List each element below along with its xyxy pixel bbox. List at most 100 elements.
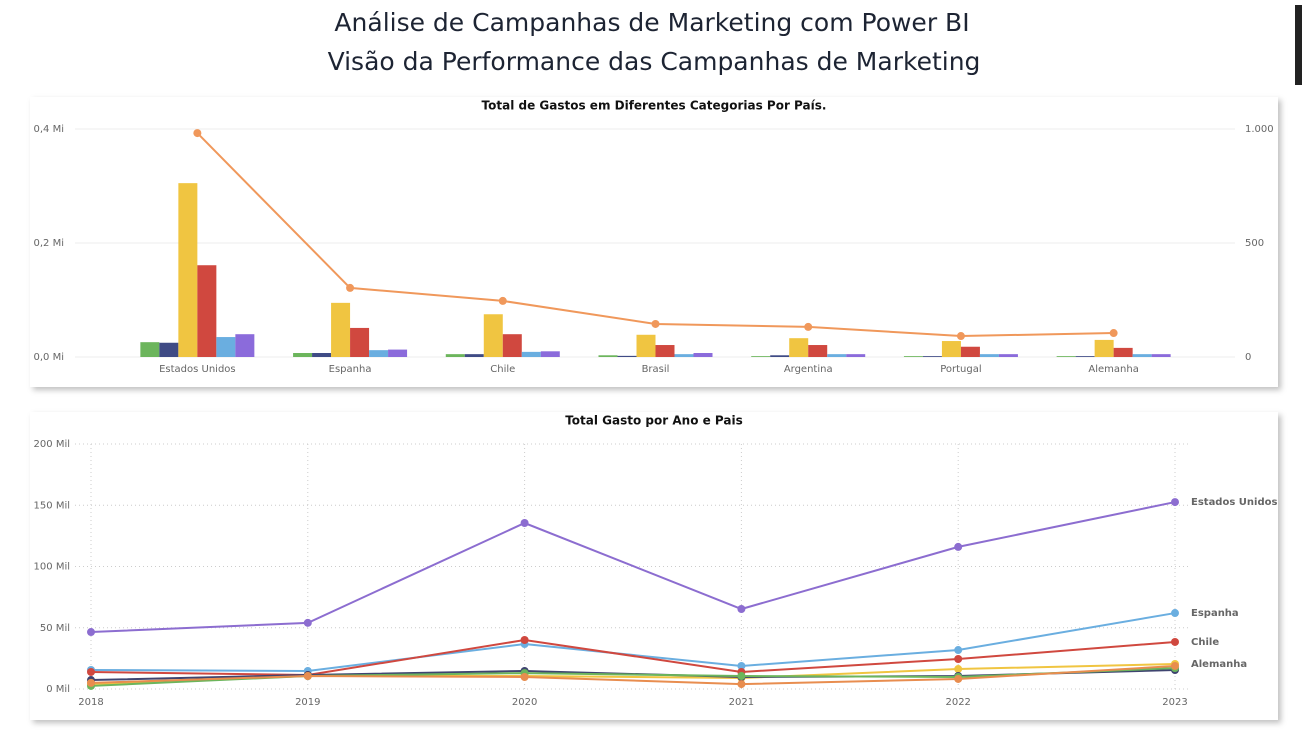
point xyxy=(1171,609,1179,618)
point xyxy=(954,654,963,663)
bar xyxy=(197,265,217,357)
x-tick-label: 2019 xyxy=(295,697,320,708)
bar xyxy=(331,302,351,357)
bar xyxy=(464,354,484,357)
x-tick-label: Estados Unidos xyxy=(159,364,236,375)
bar xyxy=(312,353,332,357)
point xyxy=(737,605,746,614)
bar xyxy=(808,345,828,357)
y-tick-label: 0,0 Mi xyxy=(34,352,65,363)
x-tick-label: Alemanha xyxy=(1088,364,1138,375)
point xyxy=(651,319,660,328)
bar xyxy=(922,356,942,357)
bar xyxy=(960,346,980,357)
point xyxy=(303,672,312,681)
x-tick-label: 2022 xyxy=(945,697,970,708)
bar xyxy=(598,355,618,357)
point xyxy=(804,322,813,331)
chart-title: Total Gasto por Ano e Pais xyxy=(565,414,743,428)
bar xyxy=(1132,354,1152,357)
bar xyxy=(159,342,179,357)
bar xyxy=(751,356,771,357)
bar xyxy=(827,354,847,357)
series-line xyxy=(90,638,1176,677)
bar xyxy=(483,314,503,357)
y2-tick-label: 0 xyxy=(1245,352,1251,363)
point xyxy=(498,296,507,305)
x-tick-label: Brasil xyxy=(642,364,670,375)
point xyxy=(954,665,963,674)
point xyxy=(956,332,965,341)
bar xyxy=(617,355,637,357)
bar xyxy=(941,341,961,357)
point xyxy=(303,618,312,627)
y-tick-label: 100 Mil xyxy=(34,562,70,573)
point xyxy=(1171,661,1179,670)
point xyxy=(737,680,746,689)
y-tick-label: 0,4 Mi xyxy=(34,124,65,135)
point xyxy=(193,129,202,138)
series-label: Estados Unidos xyxy=(1191,497,1277,508)
point xyxy=(737,672,746,681)
point xyxy=(737,661,746,670)
point xyxy=(1171,498,1179,507)
bar xyxy=(903,356,923,357)
bar xyxy=(636,334,656,357)
panel xyxy=(30,412,1278,720)
point xyxy=(346,283,355,292)
series-label: Alemanha xyxy=(1191,659,1247,670)
x-tick-label: Chile xyxy=(490,364,515,375)
x-tick-label: 2018 xyxy=(78,697,103,708)
x-tick-label: 2023 xyxy=(1162,697,1187,708)
y-tick-label: 0,2 Mi xyxy=(34,238,65,249)
bar xyxy=(979,354,999,357)
bar xyxy=(693,353,713,357)
bar xyxy=(502,334,522,357)
x-tick-label: Portugal xyxy=(940,364,981,375)
point xyxy=(954,674,963,683)
bar xyxy=(846,354,866,357)
bar xyxy=(216,337,236,357)
y-tick-label: 150 Mil xyxy=(34,500,70,511)
y-tick-label: 0 Mil xyxy=(46,684,70,695)
point xyxy=(87,628,95,637)
bar xyxy=(350,327,370,357)
point xyxy=(520,672,529,681)
point xyxy=(520,519,529,528)
x-tick-label: 2021 xyxy=(729,697,754,708)
bar xyxy=(674,354,694,357)
point xyxy=(87,667,95,676)
page-subtitle: Visão da Performance das Campanhas de Ma… xyxy=(328,47,981,76)
point xyxy=(520,636,529,644)
point xyxy=(87,678,95,687)
y2-tick-label: 1.000 xyxy=(1245,124,1274,135)
point xyxy=(1109,329,1118,338)
point xyxy=(954,542,963,551)
point xyxy=(954,646,963,655)
bar xyxy=(540,351,560,357)
y2-tick-label: 500 xyxy=(1245,238,1264,249)
bar xyxy=(789,338,809,357)
bar xyxy=(1113,347,1133,357)
bar xyxy=(770,355,790,357)
bar xyxy=(1151,354,1171,357)
series-label: Espanha xyxy=(1191,608,1239,619)
bar xyxy=(1094,339,1114,357)
bar xyxy=(655,345,675,357)
point xyxy=(1171,637,1179,646)
bar xyxy=(1075,356,1095,357)
series-line xyxy=(90,501,1176,634)
chart-title: Total de Gastos em Diferentes Categorias… xyxy=(482,99,827,113)
page-title: Análise de Campanhas de Marketing com Po… xyxy=(334,8,969,37)
bar xyxy=(998,354,1018,357)
bar xyxy=(140,342,160,357)
bar xyxy=(521,351,541,357)
y-tick-label: 50 Mil xyxy=(40,623,70,634)
bar xyxy=(1056,356,1076,357)
bar xyxy=(293,353,313,357)
x-tick-label: Espanha xyxy=(329,364,372,375)
bar xyxy=(178,183,198,357)
bar xyxy=(445,354,465,357)
